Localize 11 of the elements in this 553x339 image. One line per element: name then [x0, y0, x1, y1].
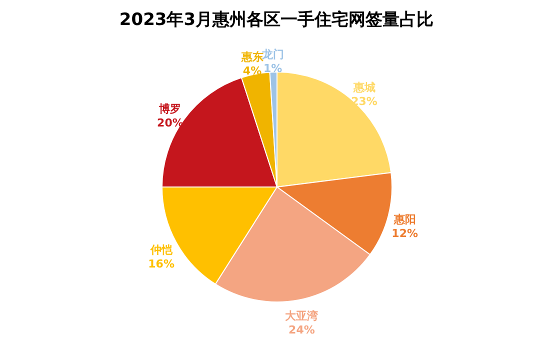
slice-label: 大亚湾 — [285, 310, 320, 323]
data-label: 24% — [288, 324, 315, 337]
data-label: 12% — [392, 226, 418, 240]
slice-label: 仲恺 — [149, 244, 174, 257]
chart-title: 2023年3月惠州各区一手住宅网签量占比 — [119, 10, 434, 30]
slice-label: 惠城 — [352, 80, 376, 94]
data-label: 16% — [148, 258, 174, 271]
data-label: 1% — [264, 62, 282, 76]
data-label: 4% — [242, 64, 262, 78]
slice-label: 惠阳 — [392, 212, 416, 226]
slice-label: 博罗 — [158, 102, 182, 116]
